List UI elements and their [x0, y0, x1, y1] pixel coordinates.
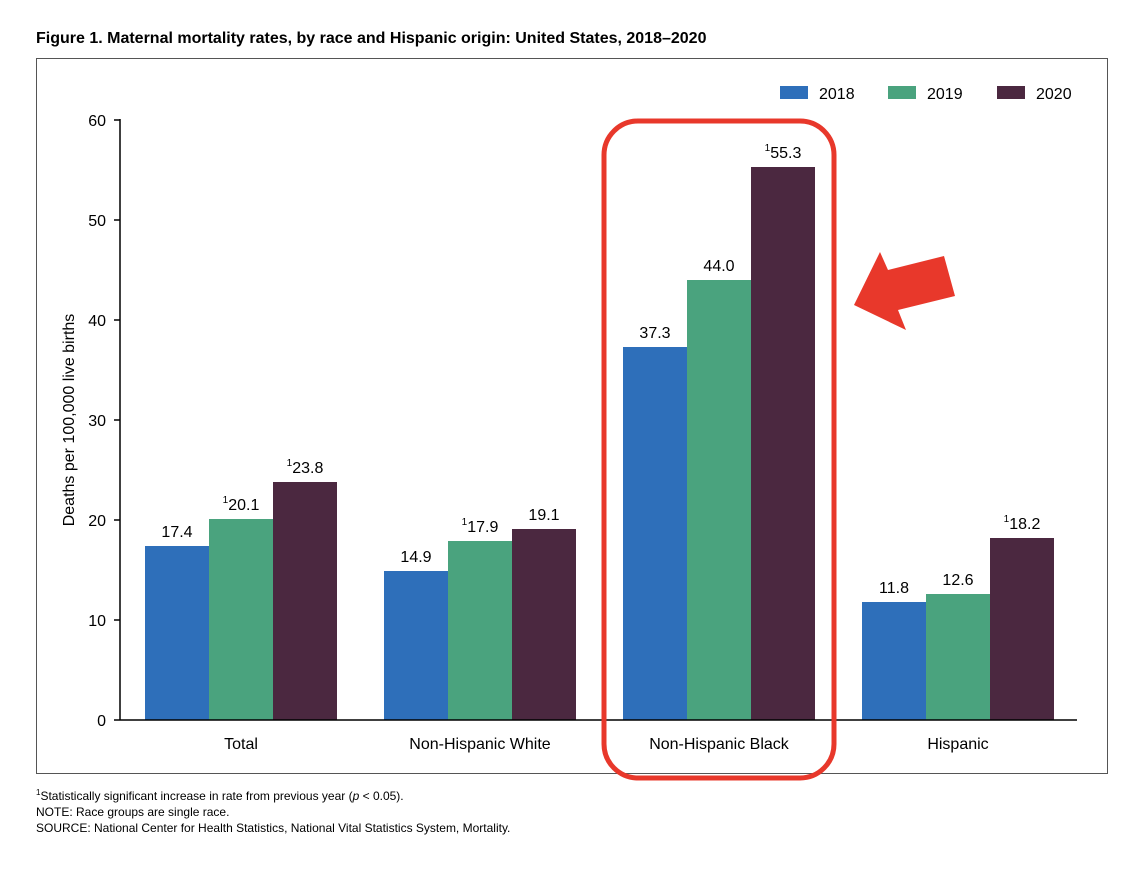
y-axis-label: Deaths per 100,000 live births — [61, 314, 78, 527]
footnote-p: p — [352, 789, 360, 803]
highlight-box — [601, 118, 837, 781]
bar — [751, 167, 815, 720]
data-label: 11.8 — [879, 580, 909, 597]
significance-marker: 1 — [765, 143, 771, 154]
data-label: 12.6 — [942, 572, 973, 589]
bar — [145, 546, 209, 720]
bar — [273, 482, 337, 720]
y-tick-label: 50 — [88, 213, 106, 230]
data-label-value: 20.1 — [228, 497, 259, 514]
data-label-value: 23.8 — [292, 460, 323, 477]
footnote-marker: 1 — [36, 788, 41, 797]
footnote-text-b: < 0.05). — [359, 789, 404, 803]
bar — [623, 347, 687, 720]
legend-label: 2019 — [927, 86, 963, 103]
significance-footnote: 1Statistically significant increase in r… — [36, 788, 510, 804]
chart-frame — [36, 58, 1108, 774]
y-tick-label: 0 — [97, 713, 106, 730]
data-label: 14.9 — [400, 549, 431, 566]
footnotes: 1Statistically significant increase in r… — [36, 788, 510, 836]
data-label: 118.2 — [1004, 514, 1041, 533]
bar — [512, 529, 576, 720]
bar — [990, 538, 1054, 720]
y-tick-label: 20 — [88, 513, 106, 530]
highlight-arrow-icon — [854, 252, 955, 330]
bar — [926, 594, 990, 720]
significance-marker: 1 — [287, 458, 293, 469]
bar — [862, 602, 926, 720]
data-label-value: 18.2 — [1009, 516, 1040, 533]
y-tick-label: 30 — [88, 413, 106, 430]
data-label: 123.8 — [287, 458, 324, 477]
data-label: 155.3 — [765, 143, 802, 162]
data-label-value: 17.9 — [467, 519, 498, 536]
x-tick-label: Non-Hispanic Black — [649, 736, 790, 753]
legend-label: 2020 — [1036, 86, 1072, 103]
significance-marker: 1 — [223, 495, 229, 506]
legend-label: 2018 — [819, 86, 855, 103]
y-tick-label: 40 — [88, 313, 106, 330]
y-tick-label: 60 — [88, 113, 106, 130]
significance-marker: 1 — [1004, 514, 1010, 525]
bar — [687, 280, 751, 720]
bar — [448, 541, 512, 720]
figure-title: Figure 1. Maternal mortality rates, by r… — [36, 30, 707, 47]
data-label: 117.9 — [462, 517, 499, 536]
x-tick-label: Total — [224, 736, 258, 753]
legend-swatch — [780, 86, 808, 99]
significance-marker: 1 — [462, 517, 468, 528]
data-label: 120.1 — [223, 495, 260, 514]
data-label-value: 55.3 — [770, 145, 801, 162]
legend-swatch — [888, 86, 916, 99]
data-label: 44.0 — [703, 258, 734, 275]
data-label: 17.4 — [161, 524, 192, 541]
footnote-text-a: Statistically significant increase in ra… — [40, 789, 353, 803]
y-tick-label: 10 — [88, 613, 106, 630]
data-label: 19.1 — [528, 507, 559, 524]
x-tick-label: Non-Hispanic White — [409, 736, 550, 753]
data-label: 37.3 — [639, 325, 670, 342]
source-text: SOURCE: National Center for Health Stati… — [36, 821, 511, 835]
bar — [209, 519, 273, 720]
x-tick-label: Hispanic — [927, 736, 988, 753]
bar — [384, 571, 448, 720]
legend-swatch — [997, 86, 1025, 99]
note-text: NOTE: Race groups are single race. — [36, 805, 230, 819]
